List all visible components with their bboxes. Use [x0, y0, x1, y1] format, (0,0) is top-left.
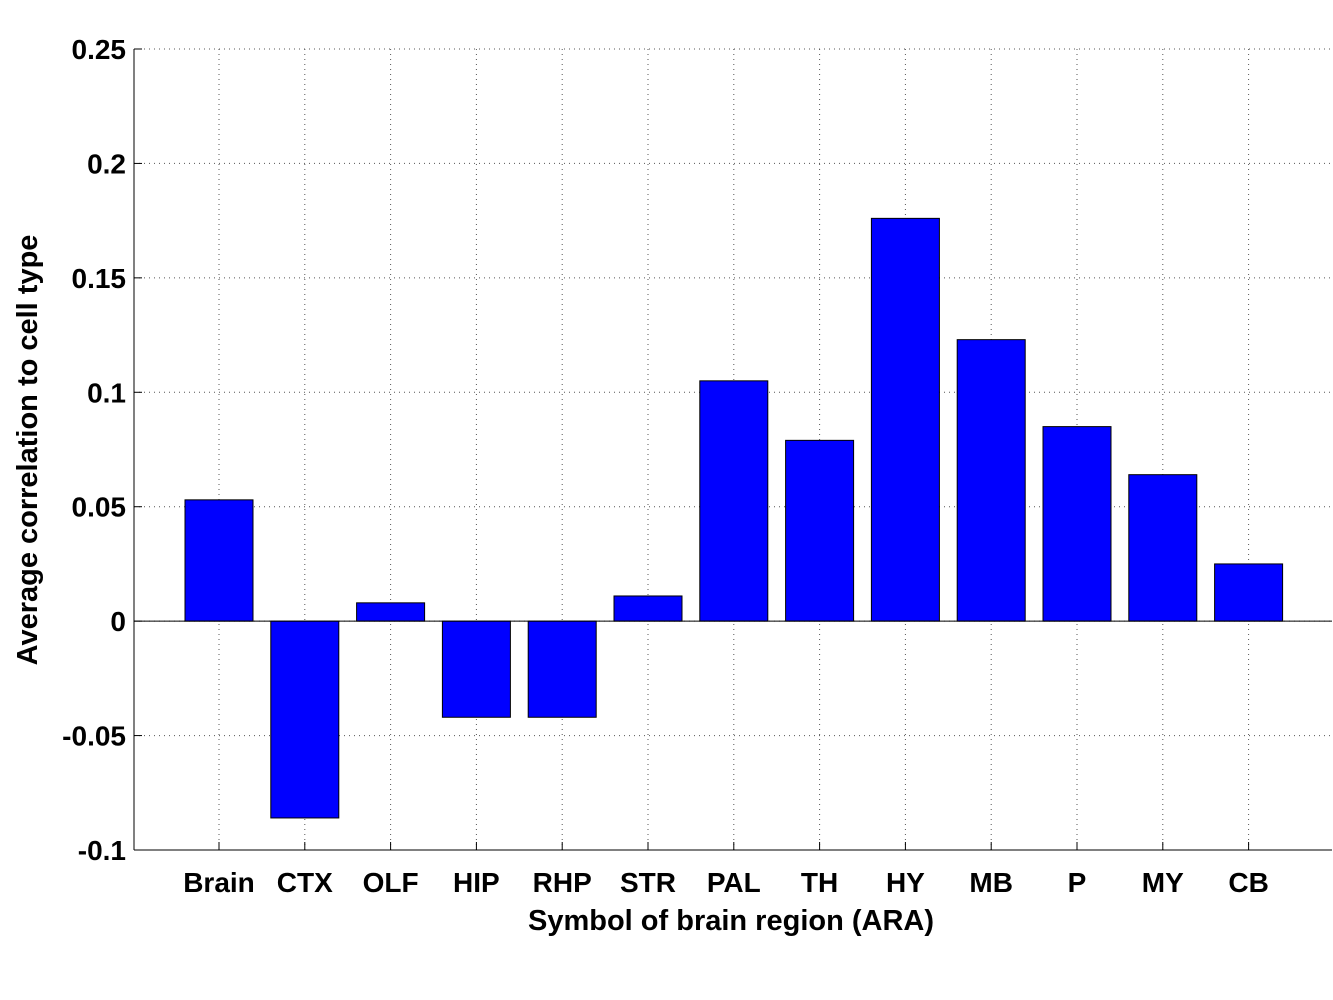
y-tick-label: 0.2 — [87, 148, 126, 179]
bar — [184, 499, 254, 622]
y-tick-label: -0.1 — [78, 835, 126, 866]
x-tick-label: HY — [886, 867, 925, 898]
x-tick-label: OLF — [363, 867, 419, 898]
x-tick-label: PAL — [707, 867, 761, 898]
bar — [785, 439, 855, 622]
bar — [270, 620, 340, 819]
bar — [699, 380, 769, 622]
x-tick-label: CB — [1228, 867, 1268, 898]
bar — [441, 620, 511, 718]
bar — [1128, 474, 1198, 622]
x-tick-label: STR — [620, 867, 676, 898]
x-tick-label: HIP — [453, 867, 500, 898]
bar — [613, 595, 683, 622]
x-tick-label: RHP — [533, 867, 592, 898]
x-tick-label: Brain — [183, 867, 255, 898]
axes — [133, 49, 1332, 851]
bar — [1042, 426, 1112, 622]
x-axis-title: Symbol of brain region (ARA) — [528, 905, 934, 937]
bar — [956, 339, 1026, 622]
y-axis-title: Average correlation to cell type — [12, 235, 44, 666]
bar — [870, 217, 940, 622]
y-tick-label: 0.25 — [72, 34, 127, 65]
bars — [184, 217, 1284, 819]
x-tick-label: MB — [969, 867, 1013, 898]
y-tick-label: 0.1 — [87, 377, 126, 408]
x-tick-label: P — [1068, 867, 1087, 898]
x-tick-label: CTX — [277, 867, 333, 898]
y-tick-label: 0 — [110, 606, 126, 637]
y-tick-label: 0.15 — [72, 263, 127, 294]
x-tick-label: TH — [801, 867, 838, 898]
bar — [527, 620, 597, 718]
y-tick-labels: -0.1 -0.05 0 0.05 0.1 0.15 0.2 0.25 — [62, 34, 142, 866]
bar — [356, 602, 426, 622]
y-tick-label: -0.05 — [62, 721, 126, 752]
x-tick-label: MY — [1142, 867, 1184, 898]
bar — [1214, 563, 1284, 622]
y-tick-label: 0.05 — [72, 492, 127, 523]
x-tick-labels: Brain CTX OLF HIP RHP STR PAL TH HY MB P MY CB — [183, 842, 1269, 898]
